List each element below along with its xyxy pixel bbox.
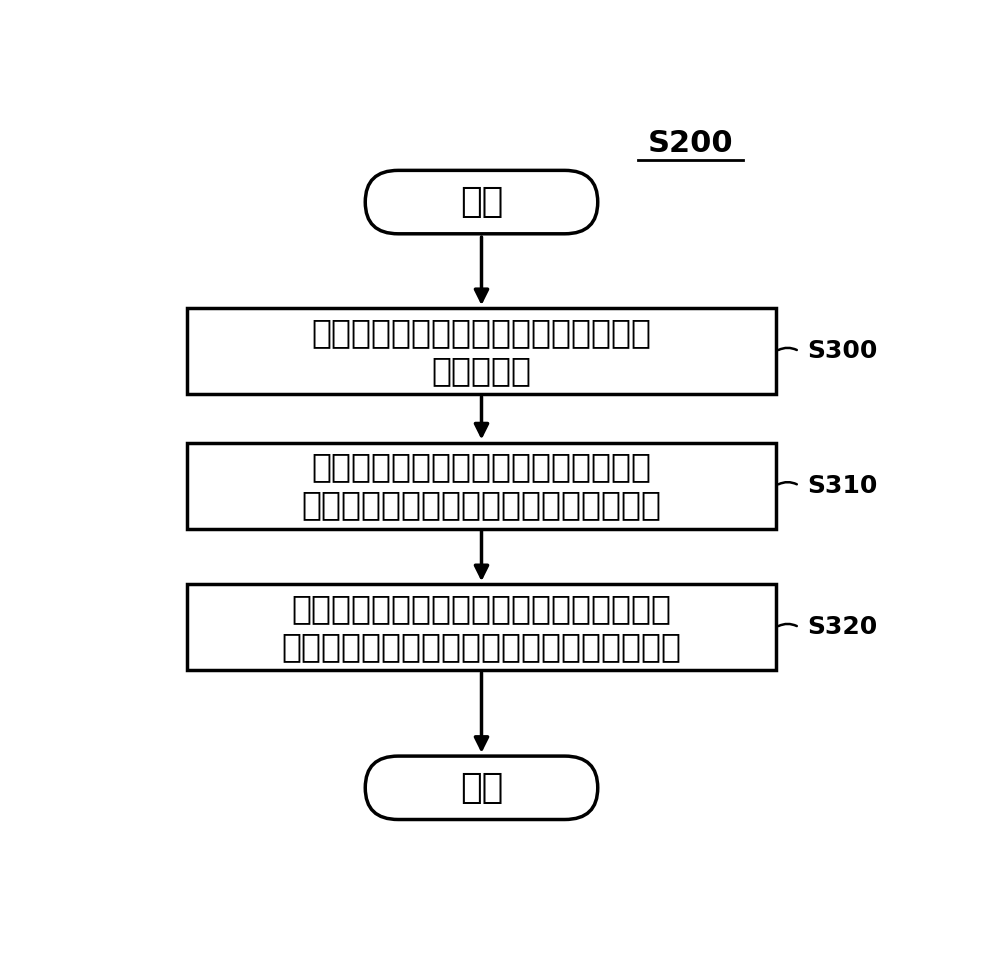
FancyBboxPatch shape: [187, 443, 776, 528]
Text: S200: S200: [648, 130, 734, 158]
FancyBboxPatch shape: [365, 171, 598, 234]
FancyBboxPatch shape: [187, 584, 776, 671]
Text: 获得在时间跨度期间的设定温度值以及
映射到该设定温度值的天气因素历史信息: 获得在时间跨度期间的设定温度值以及 映射到该设定温度值的天气因素历史信息: [302, 450, 662, 521]
Text: 通过计算映射到相同天气因素值的所获得的
设定温度值的平均值来获得设定温度历史信息: 通过计算映射到相同天气因素值的所获得的 设定温度值的平均值来获得设定温度历史信息: [282, 592, 682, 663]
Text: 返回: 返回: [460, 770, 503, 805]
Text: S310: S310: [807, 474, 877, 498]
Text: 开始: 开始: [460, 185, 503, 219]
Text: 接收与用于获取设定温度值的时间跨度
相关的信息: 接收与用于获取设定温度值的时间跨度 相关的信息: [312, 316, 652, 387]
FancyBboxPatch shape: [365, 756, 598, 820]
Text: S320: S320: [807, 615, 877, 640]
Text: S300: S300: [807, 339, 877, 363]
FancyBboxPatch shape: [187, 308, 776, 394]
